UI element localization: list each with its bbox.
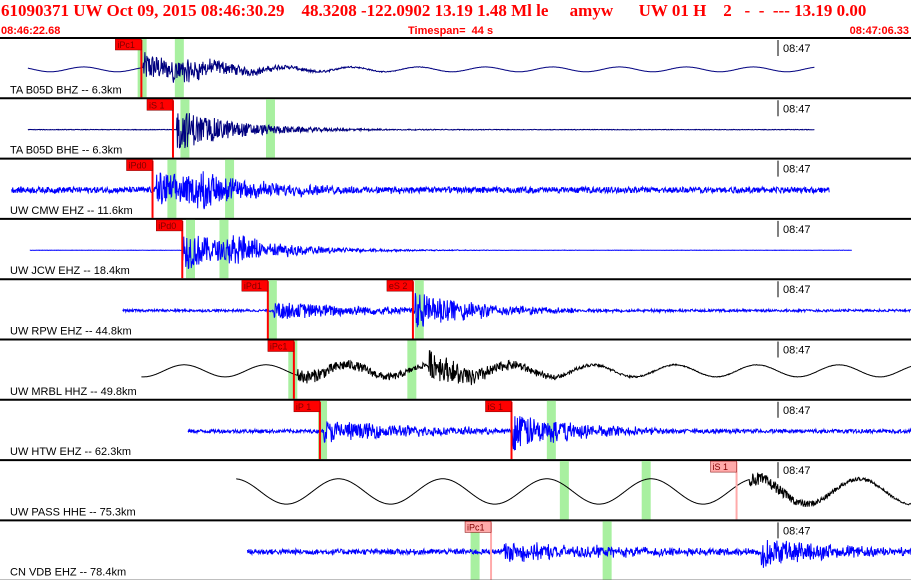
phase-pick-flag (241, 279, 269, 292)
waveform-trace (11, 171, 830, 210)
waveform-trace (236, 472, 911, 508)
minute-label: 08:47 (783, 164, 811, 176)
minute-label: 08:47 (783, 525, 811, 537)
minute-label: 08:47 (783, 345, 811, 357)
waveform-trace (141, 350, 911, 386)
phase-pick-label: iS 1 (713, 462, 729, 472)
phase-pick-label: iPc1 (117, 40, 135, 50)
phase-pick-label: iPd1 (244, 281, 262, 291)
phase-pick-label: iPd0 (158, 221, 176, 231)
channel-label: UW HTW EHZ -- 62.3km (10, 446, 131, 458)
minute-label: 08:47 (783, 43, 811, 55)
channel-label: UW MRBL HHZ -- 49.8km (10, 386, 137, 398)
phase-pick-label: eS 2 (389, 281, 408, 291)
waveform-trace (122, 293, 911, 328)
predicted-s-band (414, 280, 424, 339)
event-header: 61090371 UW Oct 09, 2015 08:46:30.29 48.… (0, 0, 911, 40)
predicted-p-band (559, 461, 569, 520)
event-summary: 61090371 UW Oct 09, 2015 08:46:30.29 48.… (1, 1, 867, 20)
waveform-trace (27, 52, 815, 83)
phase-pick-flag (485, 400, 512, 413)
phase-pick-flag (156, 219, 183, 232)
phase-pick-flag (126, 159, 153, 171)
minute-label: 08:47 (783, 284, 811, 296)
phase-pick-label: iS 1 (488, 402, 504, 412)
channel-label: UW RPW EHZ -- 44.8km (10, 326, 132, 338)
minute-label: 08:47 (783, 224, 811, 236)
waveform-trace (29, 235, 852, 270)
phase-pick-label: iPc1 (270, 342, 288, 352)
phase-pick-flag (146, 99, 174, 111)
phase-pick-flag (464, 521, 492, 533)
predicted-p-band (267, 280, 277, 339)
start-time: 08:46:22.68 (1, 25, 61, 37)
channel-label: UW CMW EHZ -- 11.6km (10, 205, 133, 217)
minute-label: 08:47 (783, 103, 811, 115)
minute-label: 08:47 (783, 405, 811, 417)
predicted-s-band (602, 521, 612, 580)
phase-pick-label: iP 1 (296, 402, 311, 412)
channel-label: CN VDB EHZ -- 78.4km (10, 567, 126, 579)
phase-pick-flag (267, 340, 295, 352)
predicted-p-band (288, 340, 298, 399)
channel-label: UW JCW EHZ -- 18.4km (10, 265, 130, 277)
phase-pick-label: iPd0 (129, 161, 147, 171)
phase-pick-flag (293, 400, 321, 413)
phase-pick-flag (386, 279, 414, 292)
waveform-trace (27, 113, 815, 149)
channel-label: UW PASS HHE -- 75.3km (10, 506, 136, 518)
minute-label: 08:47 (783, 465, 811, 477)
waveform-trace (187, 416, 911, 451)
predicted-s-band (641, 461, 651, 520)
phase-pick-label: iPc1 (467, 522, 485, 532)
timespan: Timespan= 44 s (408, 25, 494, 37)
channel-label: TA B05D BHE -- 6.3km (10, 145, 122, 157)
phase-pick-label: iS 1 (149, 100, 165, 110)
channel-label: TA B05D BHZ -- 6.3km (10, 84, 122, 96)
phase-pick-flag (710, 460, 737, 473)
waveform-trace (246, 539, 911, 568)
end-time: 08:47:06.33 (849, 25, 909, 37)
